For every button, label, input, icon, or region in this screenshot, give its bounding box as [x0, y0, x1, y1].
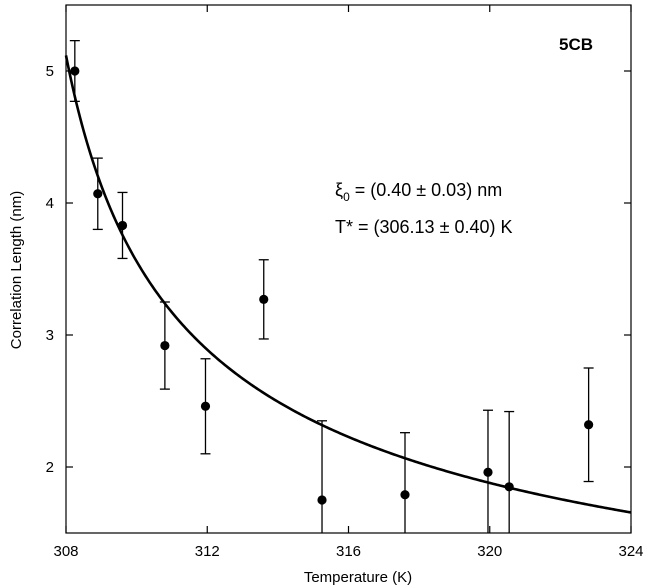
x-tick-label: 308: [53, 543, 78, 560]
xi-symbol: ξ: [335, 180, 343, 200]
plot-area-frame: [65, 4, 632, 534]
x-tick-label: 320: [477, 543, 502, 560]
data-point: [160, 340, 170, 351]
x-tick-labels: 308 312 316 320 324: [53, 543, 643, 560]
data-point: [504, 482, 514, 492]
data-point: [483, 467, 493, 477]
x-tick-label: 312: [195, 543, 220, 560]
x-tick-label: 324: [618, 543, 643, 560]
y-tick-labels: 2 3 4 5: [46, 63, 54, 476]
data-point: [93, 189, 103, 199]
xi-value: = (0.40 ± 0.03) nm: [350, 180, 502, 200]
xi-subscript: 0: [343, 190, 350, 204]
data-points-group: [69, 39, 594, 533]
y-tick-label: 5: [46, 63, 54, 80]
data-point: [70, 66, 80, 76]
x-tick-label: 316: [336, 543, 361, 560]
xi0-annotation: ξ0 = (0.40 ± 0.03) nm: [335, 180, 502, 204]
y-tick-label: 2: [46, 459, 54, 476]
data-point: [117, 220, 128, 231]
y-axis-label: Correlation Length (nm): [8, 191, 25, 349]
data-point: [259, 294, 269, 304]
data-point: [400, 490, 410, 500]
tstar-annotation: T* = (306.13 ± 0.40) K: [335, 217, 512, 237]
fit-curve: [64, 55, 632, 514]
fit-annotation: ξ0 = (0.40 ± 0.03) nm T* = (306.13 ± 0.4…: [335, 180, 512, 237]
fit-curve-group: [64, 55, 632, 514]
data-point: [317, 495, 327, 505]
data-point: [584, 420, 594, 430]
sample-label: 5CB: [559, 35, 593, 54]
data-point: [200, 401, 211, 411]
y-tick-label: 4: [46, 195, 54, 212]
axis-ticks: [65, 5, 632, 533]
y-tick-label: 3: [46, 327, 54, 344]
x-axis-label: Temperature (K): [304, 569, 412, 586]
